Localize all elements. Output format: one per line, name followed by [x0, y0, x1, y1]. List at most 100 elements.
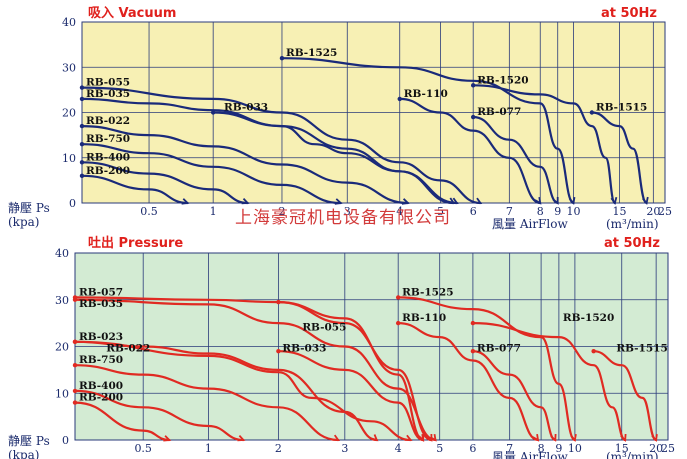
model-label: RB-110	[402, 312, 446, 324]
model-label: RB-110	[404, 88, 448, 100]
curve-rb-077	[472, 115, 559, 205]
x-tick-label: 9	[554, 205, 561, 218]
x-tick-label: 3	[344, 205, 351, 218]
curve-start-marker	[79, 141, 85, 147]
x-tick-label: 7	[506, 442, 513, 455]
model-label: RB-1525	[402, 286, 453, 298]
curve-rb-1520	[471, 322, 627, 442]
model-label: RB-057	[79, 286, 123, 298]
model-label: RB-200	[79, 392, 123, 404]
model-label: RB-035	[79, 298, 123, 310]
curve-start-marker	[72, 339, 78, 345]
curve-end-arrow	[181, 198, 190, 205]
curve-end-arrow	[532, 433, 540, 442]
x-tick-label: 15	[613, 205, 627, 218]
curve-end-arrow	[474, 197, 483, 205]
curve-start-marker	[210, 110, 216, 115]
model-label: RB-200	[86, 165, 130, 177]
curve-start-marker	[79, 160, 85, 165]
curve-end-arrow	[651, 433, 658, 442]
curve-start-marker	[470, 348, 476, 354]
model-label: RB-077	[477, 343, 521, 355]
x-axis-label: 風量 AirFlow	[492, 217, 568, 231]
y-tick-label: 30	[55, 294, 69, 307]
model-label: RB-1515	[596, 102, 647, 114]
curve-start-marker	[79, 96, 85, 102]
curve-start-marker	[276, 348, 281, 354]
y-tick-label: 0	[62, 434, 69, 447]
y-tick-label: 0	[69, 197, 76, 210]
curve-start-marker	[395, 320, 401, 326]
curve-rb-750	[73, 364, 340, 442]
model-label: RB-077	[477, 106, 521, 118]
curve-end-arrow	[534, 196, 542, 205]
model-label: RB-750	[79, 354, 123, 366]
x-tick-label: 8	[538, 442, 545, 455]
model-label: RB-033	[282, 343, 326, 355]
curve-end-arrow	[237, 434, 246, 442]
curve-rb-022	[80, 125, 409, 205]
curve-start-marker	[79, 173, 85, 179]
curve-rb-055	[80, 86, 482, 205]
curve-rb-400	[80, 161, 249, 205]
curve-end-arrow	[163, 435, 172, 442]
curve-end-arrow	[620, 433, 627, 442]
curve-start-marker	[72, 295, 78, 300]
x-axis-unit: (m³/min)	[606, 450, 659, 459]
model-label: RB-400	[86, 151, 130, 163]
curve-end-arrow	[332, 434, 341, 441]
x-tick-label: 25	[661, 442, 675, 455]
x-tick-label: 2	[278, 205, 285, 218]
x-tick-label: 3	[341, 442, 348, 455]
y-tick-label: 40	[62, 16, 76, 29]
curve-end-arrow	[642, 196, 649, 205]
curve-rb-400	[73, 389, 245, 442]
curve-end-arrow	[404, 434, 413, 441]
model-label: RB-1525	[286, 47, 337, 59]
curve-end-arrow	[447, 197, 456, 205]
curve-rb-077	[471, 350, 557, 442]
curve-start-marker	[72, 363, 78, 368]
curve-rb-200	[80, 174, 189, 205]
x-tick-label: 20	[649, 442, 663, 455]
x-tick-label: 10	[568, 442, 582, 455]
model-label: RB-022	[86, 115, 130, 127]
curve-start-marker	[72, 388, 78, 394]
curve-end-arrow	[334, 198, 343, 205]
x-tick-label: 8	[537, 205, 544, 218]
panel-title: 吸入 Vacuum	[88, 6, 176, 21]
y-axis-label: 静壓 Ps	[8, 201, 50, 215]
model-label: RB-035	[86, 88, 130, 100]
curve-rb-1515	[590, 111, 648, 205]
curve-end-arrow	[401, 198, 410, 205]
x-tick-label: 1	[205, 442, 212, 455]
curve-end-arrow	[370, 434, 379, 442]
x-axis-unit: (m³/min)	[606, 217, 659, 231]
x-axis-label: 風量 AirFlow	[492, 450, 568, 459]
x-tick-label: 9	[555, 442, 562, 455]
frequency-label: at 50Hz	[604, 236, 660, 251]
curve-rb-750	[80, 143, 342, 205]
y-axis-unit: (kpa)	[8, 215, 39, 229]
curve-end-arrow	[417, 433, 425, 442]
curve-start-marker	[276, 299, 281, 305]
curve-start-marker	[279, 56, 285, 61]
model-label: RB-1520	[477, 74, 528, 86]
x-tick-label: 6	[470, 205, 477, 218]
model-label: RB-022	[106, 343, 150, 355]
model-label: RB-055	[302, 321, 346, 333]
curve-end-arrow	[426, 434, 433, 442]
model-label: RB-750	[86, 133, 130, 145]
x-tick-label: 2	[275, 442, 282, 455]
x-tick-label: 20	[646, 205, 660, 218]
curve-rb-110	[397, 322, 540, 442]
x-tick-label: 7	[506, 205, 513, 218]
curve-start-marker	[470, 114, 476, 120]
curve-end-arrow	[610, 196, 618, 206]
model-label: RB-1515	[616, 343, 667, 355]
curve-end-arrow	[568, 196, 576, 206]
curve-start-marker	[470, 320, 476, 326]
curve-start-marker	[79, 85, 85, 90]
curve-start-marker	[591, 348, 596, 354]
